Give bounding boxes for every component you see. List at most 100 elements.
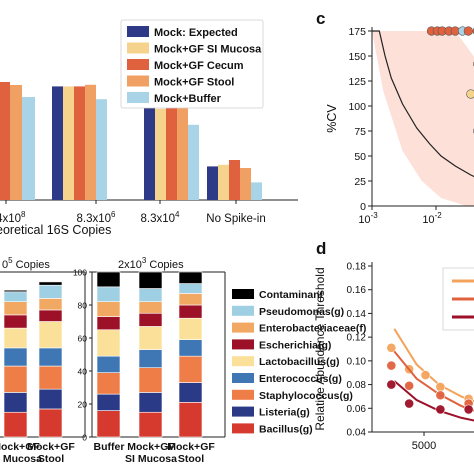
confidence-band [372,31,474,206]
stack-seg-left-0-lactobacillus [3,327,28,349]
data-point-6 [463,26,473,36]
x-tick-label-0: 10-3 [358,211,378,226]
y-tick-label-2: 50 [354,151,366,163]
tick-base: 10 [422,214,434,226]
tick-base: 8.3x10 [141,213,176,225]
b-left-cat-0-0: Mock+GF [0,441,40,453]
bar-1-2 [74,86,85,200]
b-legend-swatch-2 [232,322,254,333]
d-y-tick-label-1: 0.06 [347,404,367,415]
tick-exponent: -2 [435,211,443,220]
stack-seg-left-1-listeria [38,388,63,410]
stack-seg-left-0-contaminant [3,289,28,293]
d-point-2-3 [463,404,474,415]
b-left-cat-1-0: Mock+GF [27,441,75,453]
x-tick-label-1: 8.3x106 [77,210,117,225]
y-tick-label-7: 175 [348,26,366,38]
bar-2-4 [188,124,199,200]
b-legend-swatch-7 [232,406,254,417]
stack-seg-right-0-staphylococcus [96,372,121,395]
d-y-tick-label-0: 0.04 [347,428,367,439]
tick-base: 8.3x10 [77,213,112,225]
bar-0-cropped-3 [22,97,35,200]
d-point-0-0 [386,342,397,353]
b-right-cat-2-1: Stool [178,453,204,465]
b-right-title: 2x103 Copies [118,256,184,271]
tick-exponent: 8 [21,210,26,219]
d-point-1-2 [435,390,446,401]
b-left-title: 05 Copies [2,256,50,271]
stack-seg-left-1-lactobacillus [38,321,63,349]
d-y-tick-label-3: 0.10 [347,356,367,367]
stack-seg-left-1-escherichia [38,309,63,322]
d-x-tick-label-0: 5000 [412,440,436,452]
b-legend-label-8: Bacillus(g) [259,423,313,435]
b-legend-label-5: Enterococcus(g) [259,373,342,385]
bar-1-4 [96,99,107,200]
d-y-tick-label-4: 0.12 [347,333,367,344]
stack-seg-right-1-listeria [138,392,163,413]
stack-seg-left-0-pseudomonas [3,291,28,302]
stack-seg-right-2-lactobacillus [178,317,203,340]
stack-seg-right-1-enterobacteriaceae [138,301,163,314]
legend-label-1: Mock+GF SI Mucosa [154,44,262,56]
cv-curve [372,30,474,178]
stack-seg-right-1-bacillus [138,411,163,438]
title-part-0: 0 [2,259,8,271]
stack-seg-right-0-escherichia [96,316,121,331]
b-legend-label-2: Enterobacteriaceae(f) [259,323,366,335]
d-y-axis-label: Relative Abundance Threshold [313,267,327,430]
stack-seg-right-2-contaminant [178,271,203,284]
data-point-12 [466,89,474,99]
stack-seg-right-2-staphylococcus [178,355,203,383]
b-right-cat-1-0: Mock+GF [127,441,175,453]
stack-seg-right-0-enterococcus [96,355,121,373]
stack-seg-right-2-enterococcus [178,339,203,357]
stack-seg-right-2-pseudomonas [178,283,203,294]
stack-seg-right-0-bacillus [96,410,121,438]
stack-seg-left-1-staphylococcus [38,365,63,390]
stack-seg-left-1-contaminant [38,281,63,286]
b-right-cat-0-0: Buffer [94,441,125,453]
stack-seg-right-1-enterococcus [138,349,163,368]
stack-seg-left-0-escherichia [3,314,28,329]
d-legend-box [442,267,474,331]
title-part-2: Copies [146,259,184,271]
b-legend-swatch-6 [232,389,254,400]
b-legend-label-1: Pseudomonas(g) [259,306,344,318]
b-legend-swatch-0 [232,289,254,299]
b-legend-label-6: Staphylococcus(g) [259,390,353,402]
stack-seg-left-0-listeria [3,392,28,413]
d-y-tick-label-6: 0.16 [347,285,367,296]
b-right-cat-1-1: SI Mucosa [125,453,177,465]
stack-seg-right-2-enterobacteriaceae [178,293,203,306]
stack-seg-right-0-contaminant [96,271,121,288]
bar-3-0 [207,166,218,200]
bar-3-2 [229,160,240,200]
x-tick-label-0: 3.4x108 [0,210,26,225]
title-part-1: 5 [8,256,13,265]
bar-0-cropped-1 [0,82,10,200]
bar-3-4 [251,182,262,200]
d-point-0-3 [435,382,446,392]
legend-box [120,19,264,109]
stack-seg-right-2-bacillus [178,402,203,438]
tick-exponent: 4 [175,210,180,219]
bar-1-0 [52,86,63,200]
stack-seg-right-1-pseudomonas [138,288,163,302]
b-y-tick-label-4: 80 [78,301,88,311]
b-y-tick-label-5: 100 [73,268,87,278]
b-y-tick-label-1: 20 [78,400,88,410]
b-legend-swatch-8 [232,423,254,434]
bar-2-2 [166,107,177,200]
d-y-tick-label-5: 0.14 [347,309,367,320]
panel-label-c: c [316,9,325,28]
legend-swatch-3 [127,75,149,87]
b-legend-swatch-3 [232,339,254,350]
stack-seg-right-2-escherichia [178,304,203,319]
tick-base: 10 [358,214,370,226]
stack-seg-right-1-escherichia [138,312,163,327]
panel-d-threshold-chart: 0.040.060.080.100.120.140.160.1850001000… [313,262,474,452]
